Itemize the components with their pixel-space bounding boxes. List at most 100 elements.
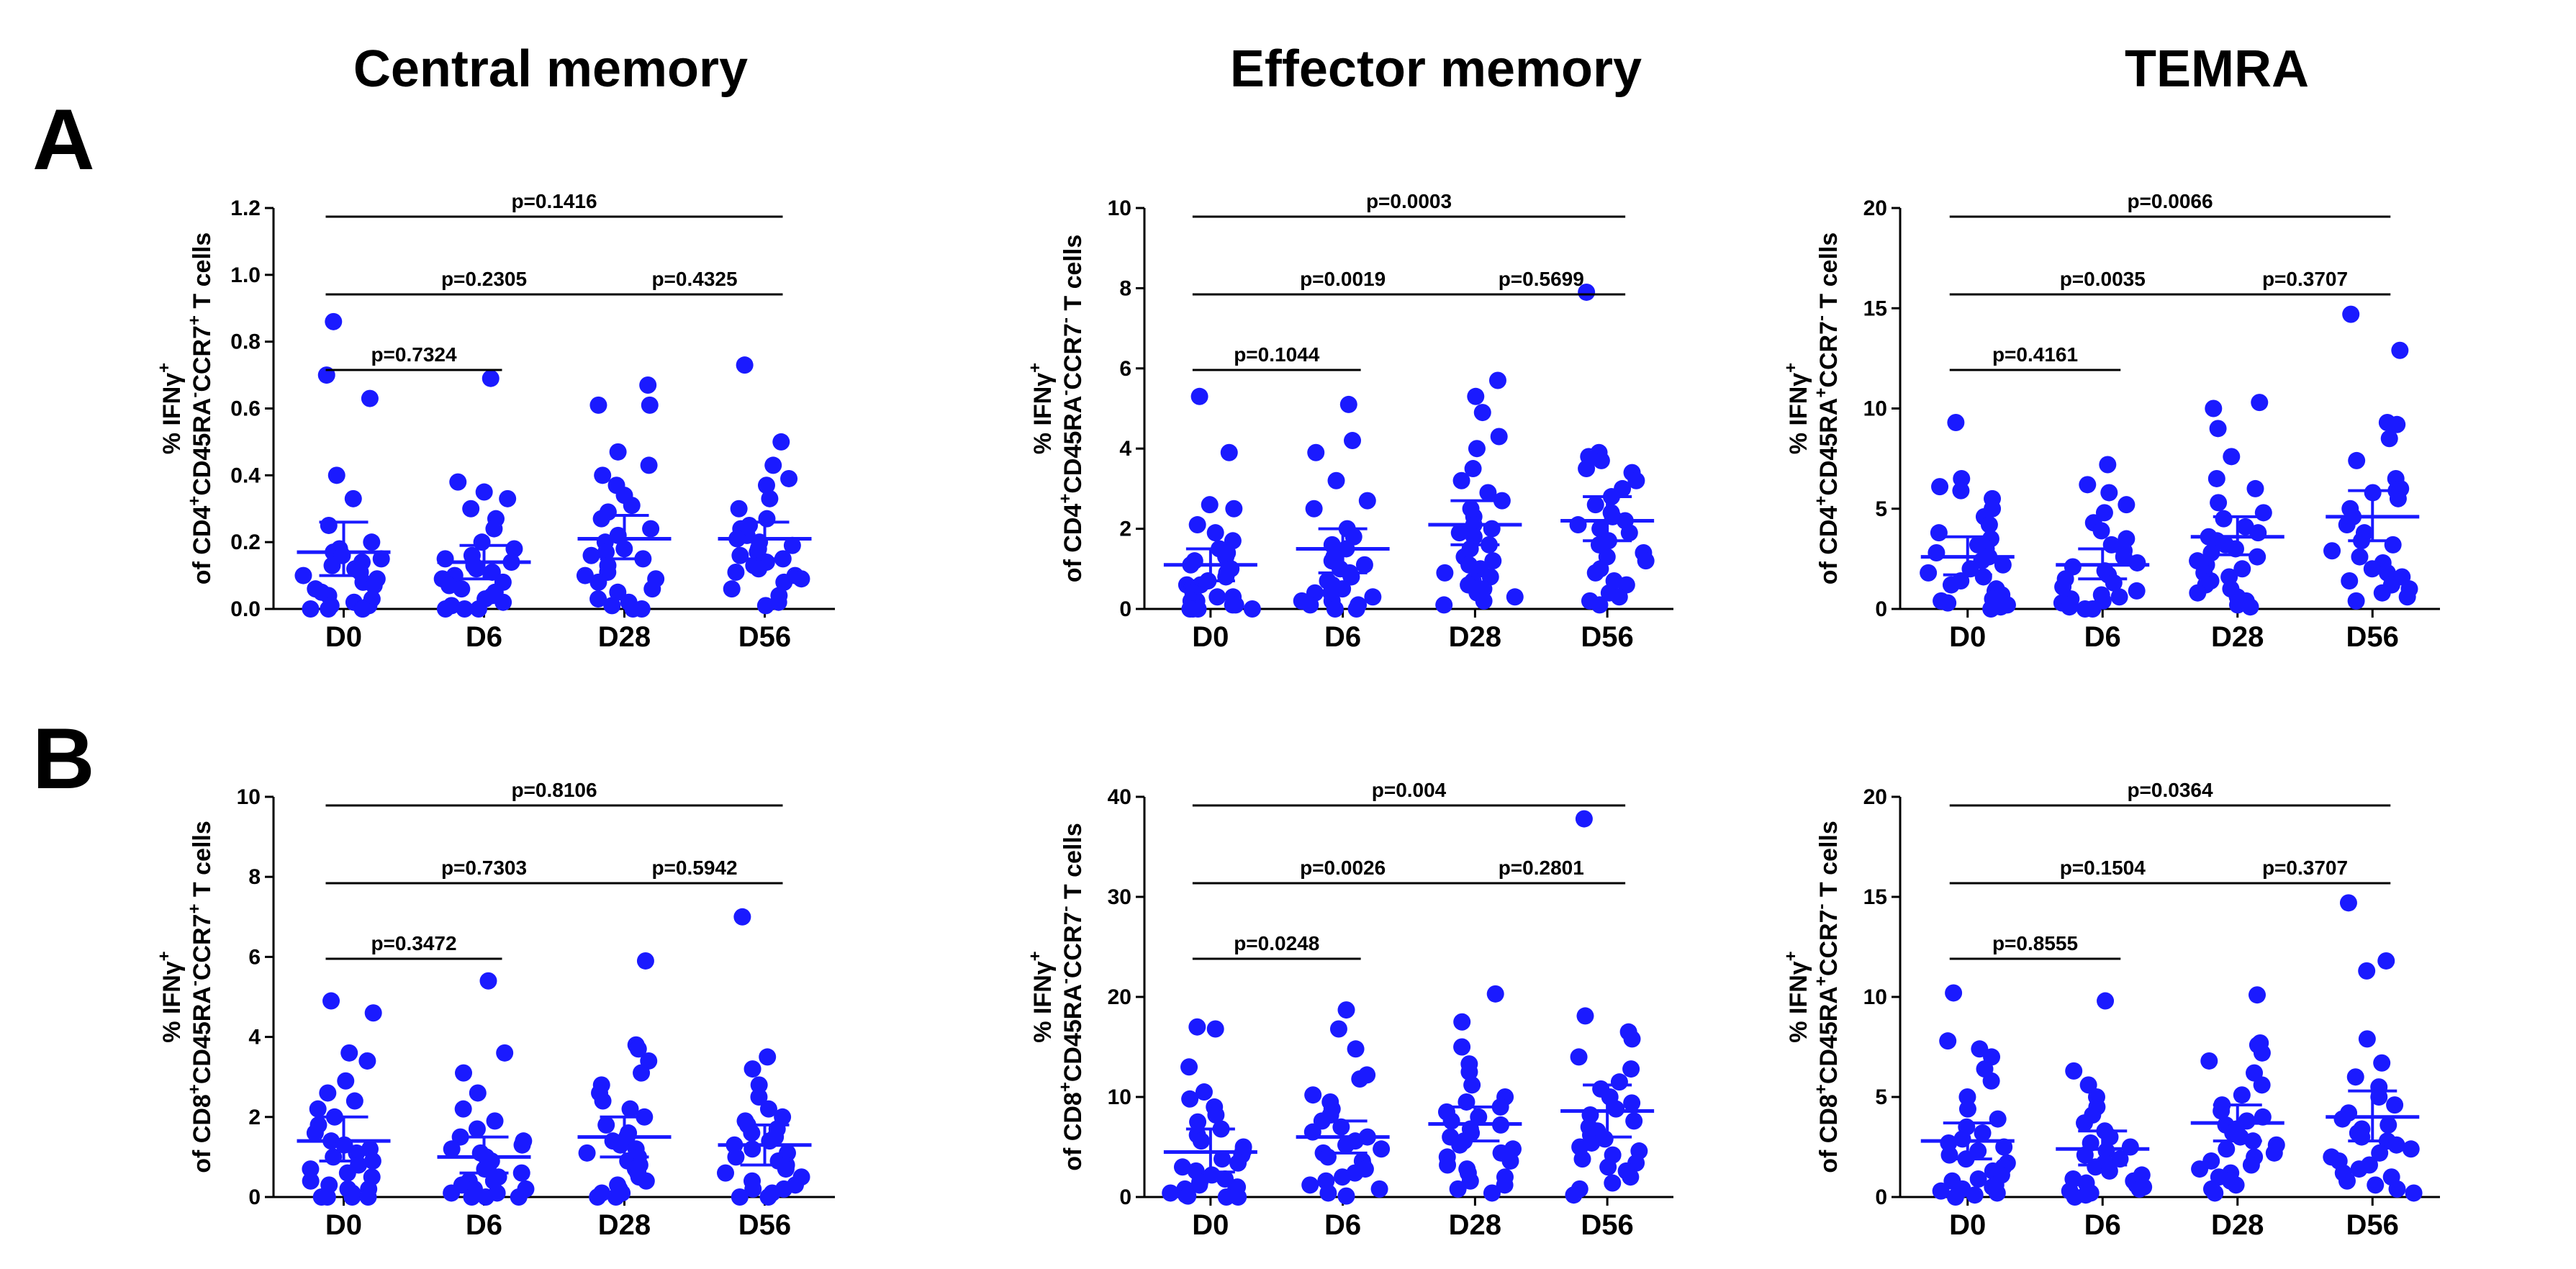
data-point	[1307, 443, 1325, 461]
data-point	[2373, 1054, 2391, 1072]
p-value-label: p=0.1044	[1234, 343, 1320, 366]
data-point	[2099, 456, 2117, 474]
data-point	[1491, 1098, 1509, 1116]
data-point	[723, 580, 741, 598]
y-tick-label: 20	[1863, 197, 1887, 220]
data-point	[372, 550, 390, 568]
data-point	[1332, 1118, 1350, 1136]
data-point	[2348, 451, 2366, 469]
data-point	[623, 497, 641, 515]
data-point	[319, 1084, 337, 1102]
data-point	[2358, 1030, 2376, 1048]
data-point	[1980, 516, 1998, 534]
data-point	[2215, 510, 2233, 528]
p-value-label: p=0.7303	[441, 857, 527, 879]
data-point	[2380, 1116, 2398, 1134]
data-point	[1473, 404, 1491, 422]
data-point	[496, 1044, 514, 1062]
data-point	[589, 1188, 607, 1206]
data-point	[344, 489, 362, 507]
data-point	[1229, 1154, 1247, 1172]
data-point	[1570, 1048, 1588, 1066]
x-tick-label: D0	[325, 621, 362, 653]
data-point	[589, 590, 607, 608]
p-value-label: p=0.0248	[1234, 932, 1319, 954]
data-point	[1620, 524, 1638, 542]
data-point	[1486, 985, 1504, 1003]
y-tick-label: 1.2	[230, 197, 261, 220]
y-tick-label: 0.2	[230, 530, 261, 554]
data-point	[2076, 1114, 2094, 1132]
data-point	[1623, 1094, 1641, 1112]
data-point	[510, 1188, 528, 1206]
data-point	[727, 1148, 745, 1166]
data-point	[2246, 479, 2264, 497]
data-point	[777, 1160, 795, 1178]
y-tick-label: 5	[1875, 497, 1887, 521]
data-point	[2061, 598, 2079, 616]
p-value-label: p=0.4325	[651, 268, 737, 290]
data-point	[1490, 428, 1508, 446]
data-point	[1181, 1090, 1199, 1108]
data-point	[2253, 1044, 2271, 1062]
data-point	[589, 396, 607, 414]
y-tick-label: 0.6	[230, 397, 261, 421]
data-point	[582, 546, 600, 564]
data-point	[453, 580, 471, 598]
data-point	[505, 540, 523, 558]
data-point	[1591, 596, 1609, 614]
data-point	[1939, 1032, 1957, 1050]
data-point	[783, 536, 801, 554]
data-point	[2128, 554, 2146, 572]
y-tick-label: 10	[1108, 197, 1131, 220]
data-point	[1216, 1170, 1234, 1188]
data-point	[2342, 305, 2360, 323]
p-value-label: p=0.1416	[511, 190, 597, 212]
data-point	[2087, 1158, 2105, 1176]
data-point	[2218, 1140, 2236, 1158]
data-point	[717, 1164, 735, 1182]
p-value-label: p=0.0019	[1300, 268, 1386, 290]
x-tick-label: D0	[1949, 621, 1986, 653]
y-tick-label: 8	[248, 865, 261, 889]
y-tick-label: 0.4	[230, 464, 261, 487]
data-point	[1301, 1176, 1319, 1194]
data-point	[1220, 443, 1238, 461]
y-tick-label: 1.0	[230, 263, 261, 287]
data-point	[1622, 1168, 1640, 1186]
x-tick-label: D56	[2346, 1209, 2399, 1241]
data-point	[338, 1164, 356, 1182]
y-tick-label: 20	[1108, 985, 1131, 1009]
data-point	[1373, 1140, 1391, 1158]
data-point	[1958, 1088, 1976, 1106]
column-title-effector-memory: Effector memory	[1230, 40, 1642, 98]
data-point	[1947, 413, 1965, 431]
x-tick-label: D6	[1324, 621, 1361, 653]
data-point	[2323, 542, 2341, 560]
y-axis-label-line2: of CD4+CD45RA-CCR7+ T cells	[185, 232, 216, 585]
data-point	[2398, 588, 2416, 606]
data-point	[354, 600, 372, 618]
data-point	[1920, 564, 1938, 582]
data-point	[1952, 482, 1970, 500]
data-point	[2338, 516, 2356, 534]
p-value-label: p=0.0364	[2127, 779, 2213, 801]
data-point	[2386, 1096, 2404, 1114]
panel-1: 0 2 4 6 8 10 D0 D6 D28 D56 % IFNγ+of CD4+CD45RA-CC…	[1026, 190, 1673, 653]
y-tick-label: 6	[1119, 357, 1131, 381]
data-point	[2189, 584, 2207, 602]
data-point	[1506, 588, 1524, 606]
y-tick-label: 40	[1108, 785, 1131, 809]
data-point	[2380, 430, 2398, 448]
data-point	[323, 556, 341, 574]
row-label-a: A	[32, 91, 95, 188]
x-tick-label: D6	[466, 621, 502, 653]
data-point	[759, 1048, 777, 1066]
data-point	[1596, 1130, 1614, 1148]
data-point	[744, 1180, 762, 1198]
data-point	[486, 1112, 504, 1130]
data-point	[1351, 1070, 1369, 1088]
data-point	[2367, 1176, 2385, 1194]
data-point	[363, 1152, 381, 1170]
data-point	[1939, 594, 1957, 612]
